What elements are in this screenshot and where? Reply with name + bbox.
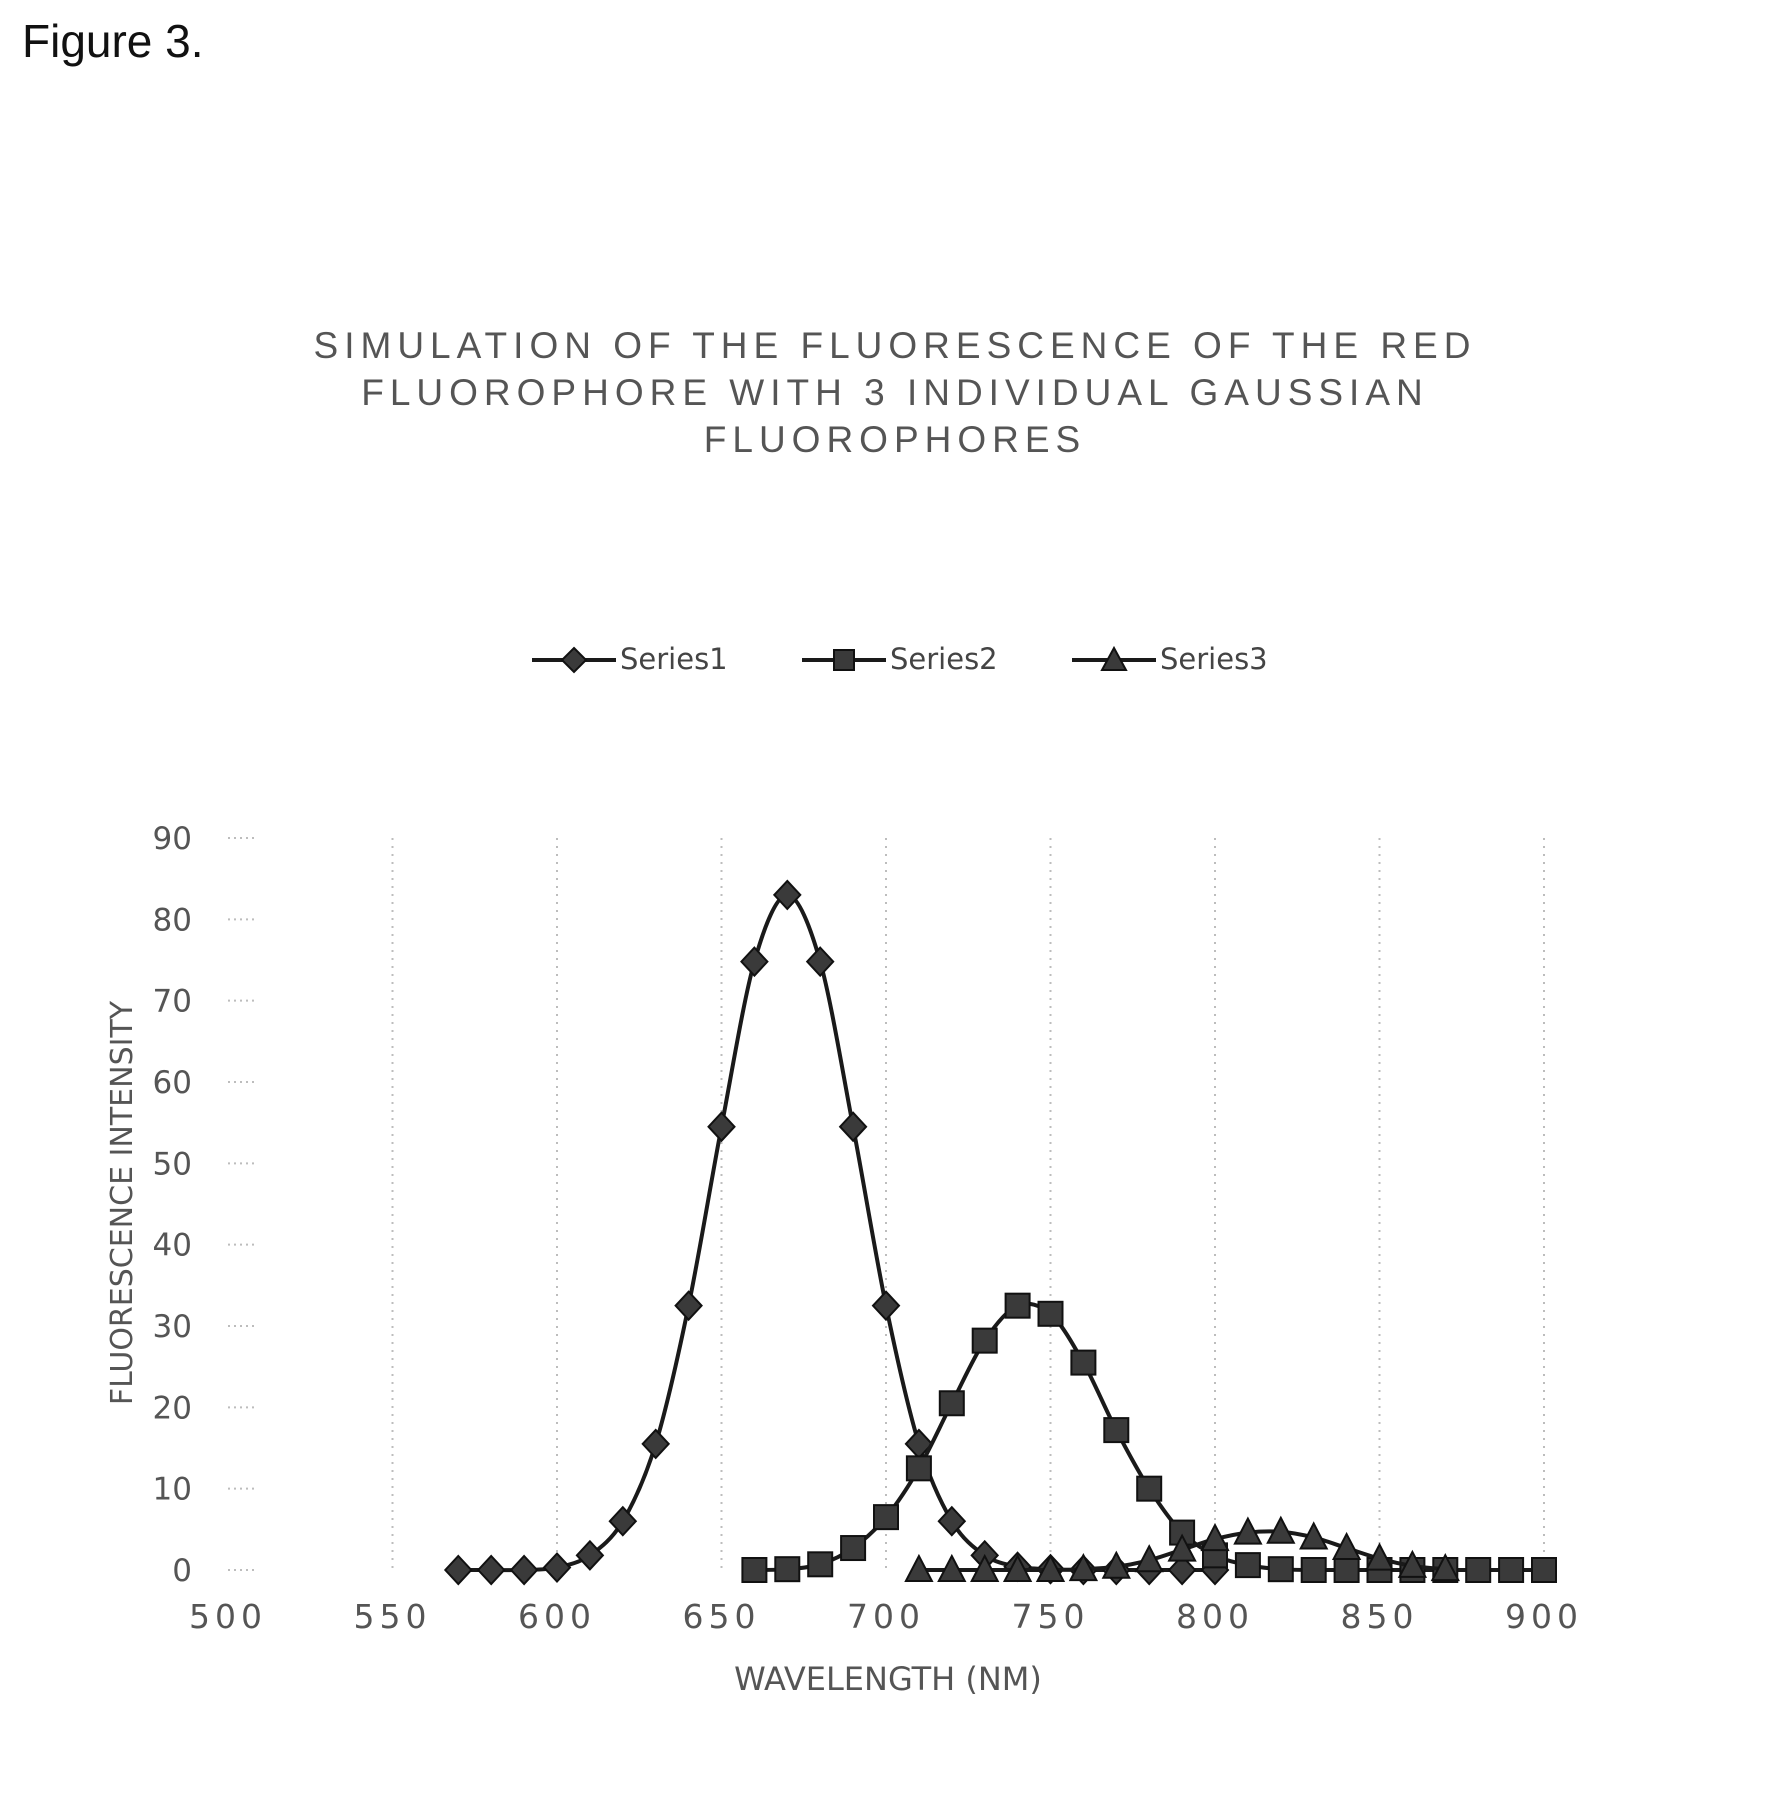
grid-layer — [228, 837, 1545, 1571]
series-2-point-670 — [774, 1556, 801, 1583]
y-tick-label-20: 20 — [153, 1390, 192, 1426]
series-3-point-830 — [1299, 1521, 1329, 1550]
series-3-point-810 — [1233, 1516, 1263, 1545]
series-2-point-820 — [1267, 1556, 1294, 1583]
series-2 — [741, 1292, 1557, 1583]
series-1-point-640 — [674, 1290, 703, 1322]
series-3-point-740 — [1002, 1553, 1033, 1582]
y-tick-label-80: 80 — [153, 902, 192, 938]
series-2-point-840 — [1333, 1557, 1360, 1583]
series-1-point-610 — [575, 1539, 605, 1571]
series-3 — [904, 1515, 1460, 1582]
series-1-point-570 — [443, 1554, 473, 1586]
series-2-point-750 — [1037, 1300, 1064, 1327]
series-1-point-700 — [871, 1290, 901, 1322]
series-1 — [443, 879, 1230, 1586]
series-2-point-770 — [1103, 1417, 1130, 1444]
series-2-point-880 — [1465, 1557, 1492, 1583]
series-1-point-660 — [740, 946, 769, 978]
x-tick-label-500: 500 — [189, 1597, 267, 1636]
series-2-point-710 — [905, 1455, 932, 1482]
y-tick-label-30: 30 — [153, 1309, 192, 1345]
series-2-point-900 — [1531, 1557, 1557, 1583]
y-tick-label-90: 90 — [153, 821, 192, 857]
axis-layer: 0 10 20 30 40 50 60 70 80 90 500 550 600 650 700 750 800… — [153, 821, 1583, 1636]
series-3-point-820 — [1266, 1515, 1296, 1544]
series-2-point-830 — [1300, 1557, 1327, 1583]
series-layer — [443, 879, 1557, 1586]
series-1-point-580 — [476, 1554, 506, 1586]
series-3-point-710 — [904, 1553, 934, 1582]
series-1-point-680 — [805, 946, 835, 978]
series-3-point-800 — [1200, 1522, 1230, 1552]
legend-triangle-marker-icon — [1072, 645, 1156, 671]
series-2-point-690 — [840, 1535, 867, 1562]
series-2-point-740 — [1004, 1292, 1031, 1319]
series-1-line — [458, 892, 1215, 1573]
x-axis-label: WAVELENGTH (NM) — [734, 1660, 1042, 1698]
series-2-point-660 — [741, 1557, 768, 1583]
series-1-point-720 — [937, 1505, 967, 1537]
series-2-point-890 — [1498, 1557, 1525, 1583]
figure-label: Figure 3. — [22, 15, 204, 67]
chart-title-line-3: FLUOROPHORES — [703, 419, 1087, 460]
x-tick-label-700: 700 — [847, 1597, 925, 1636]
series-2-point-680 — [807, 1551, 834, 1578]
series-2-point-810 — [1234, 1552, 1261, 1579]
series-2-point-700 — [873, 1504, 899, 1531]
series-3-point-860 — [1397, 1549, 1428, 1578]
legend-label-series1: Series1 — [620, 642, 728, 676]
x-tick-label-600: 600 — [518, 1597, 596, 1636]
series-1-point-790 — [1167, 1554, 1197, 1586]
y-tick-label-60: 60 — [153, 1065, 192, 1101]
chart-title: SIMULATION OF THE FLUORESCENCE OF THE RE… — [0, 322, 1790, 463]
x-tick-label-850: 850 — [1341, 1597, 1419, 1636]
x-tick-label-750: 750 — [1012, 1597, 1090, 1636]
series-2-point-780 — [1136, 1475, 1163, 1502]
y-tick-label-0: 0 — [172, 1553, 192, 1589]
series-3-point-750 — [1035, 1553, 1066, 1582]
series-3-point-730 — [970, 1553, 1000, 1582]
series-1-point-620 — [608, 1505, 638, 1537]
series-3-point-870 — [1430, 1553, 1460, 1582]
series-1-point-650 — [707, 1111, 736, 1143]
x-tick-label-650: 650 — [683, 1597, 761, 1636]
series-1-point-670 — [772, 879, 802, 911]
chart-title-line-2: FLUOROPHORE WITH 3 INDIVIDUAL GAUSSIAN — [361, 372, 1429, 413]
chart-legend: Series1 Series2 Series3 — [0, 640, 1790, 680]
legend-label-series2: Series2 — [890, 642, 998, 676]
series-1-point-600 — [542, 1552, 572, 1584]
x-tick-label-900: 900 — [1505, 1597, 1583, 1636]
series-3-point-760 — [1068, 1553, 1099, 1582]
legend-square-marker-icon — [802, 649, 886, 671]
x-tick-label-800: 800 — [1176, 1597, 1254, 1636]
legend-label-series3: Series3 — [1160, 642, 1268, 676]
series-3-point-720 — [937, 1553, 967, 1582]
series-2-point-720 — [938, 1390, 965, 1417]
y-tick-label-70: 70 — [153, 984, 192, 1020]
y-tick-label-10: 10 — [153, 1472, 192, 1508]
legend-diamond-marker-icon — [532, 646, 616, 674]
series-1-point-590 — [509, 1554, 539, 1586]
series-3-point-840 — [1331, 1531, 1362, 1561]
series-1-point-690 — [838, 1111, 868, 1143]
x-tick-label-550: 550 — [354, 1597, 432, 1636]
y-tick-label-50: 50 — [153, 1146, 192, 1182]
series-3-point-790 — [1167, 1533, 1197, 1562]
series-2-point-760 — [1070, 1349, 1097, 1376]
series-3-point-780 — [1134, 1544, 1164, 1573]
series-1-point-630 — [641, 1428, 671, 1460]
series-3-point-850 — [1364, 1542, 1395, 1571]
y-tick-label-40: 40 — [153, 1228, 192, 1264]
series-2-line — [754, 1301, 1544, 1573]
series-2-point-730 — [971, 1327, 998, 1354]
series-3-point-770 — [1101, 1550, 1131, 1579]
y-axis-label: FLUORESCENCE INTENSITY — [105, 1000, 140, 1405]
chart-title-line-1: SIMULATION OF THE FLUORESCENCE OF THE RE… — [313, 325, 1477, 366]
